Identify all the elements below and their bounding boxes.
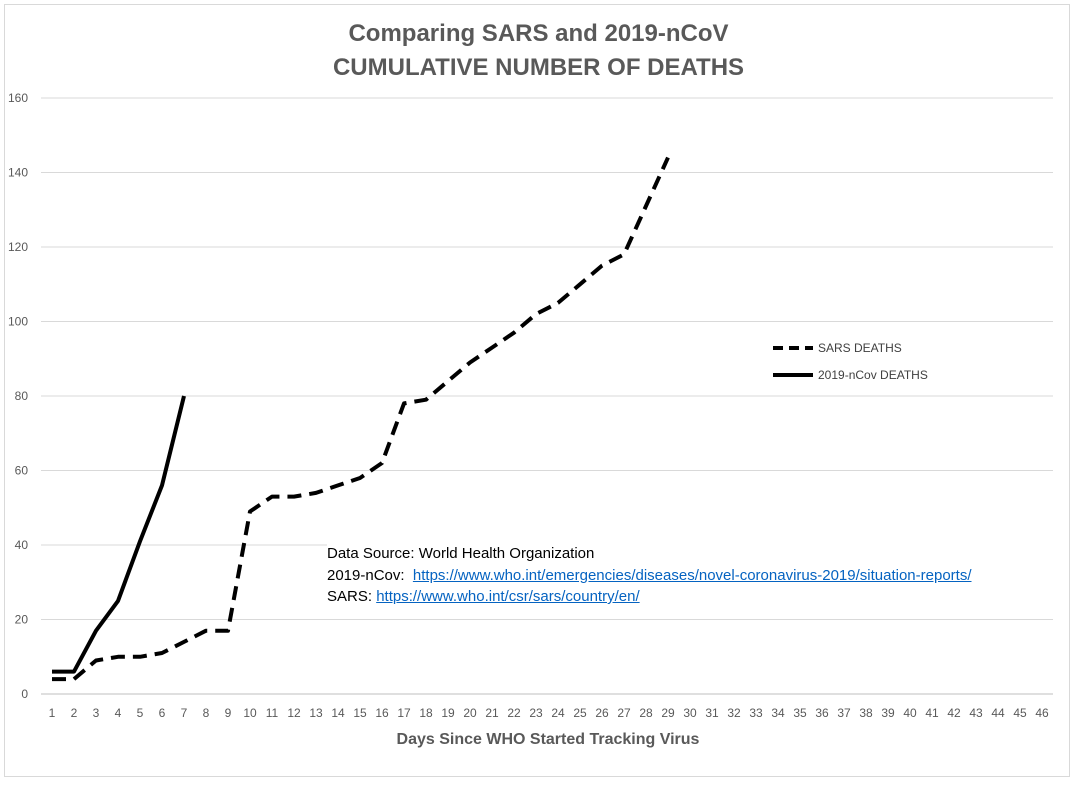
x-axis-ticks: 1 2 3 4 5 6 7 8 9 10 11 12 13 14 15 16 17 18 19 20 21 22 23 24 2… bbox=[49, 706, 1049, 720]
x-tick-label-35: 35 bbox=[793, 706, 807, 720]
series-line-ncov bbox=[52, 395, 186, 674]
x-tick-label-17: 17 bbox=[397, 706, 411, 720]
x-tick-label-46: 46 bbox=[1035, 706, 1049, 720]
x-tick-label-13: 13 bbox=[309, 706, 323, 720]
ncov-source-label: 2019-nCov: bbox=[327, 566, 413, 584]
y-tick-label-0: 0 bbox=[21, 687, 28, 701]
x-tick-label-25: 25 bbox=[573, 706, 587, 720]
sars-source-line: SARS: https://www.who.int/csr/sars/count… bbox=[327, 586, 1067, 608]
y-tick-label-140: 140 bbox=[8, 166, 28, 180]
x-tick-label-12: 12 bbox=[287, 706, 301, 720]
x-tick-label-9: 9 bbox=[225, 706, 232, 720]
x-tick-label-20: 20 bbox=[463, 706, 477, 720]
x-tick-label-2: 2 bbox=[71, 706, 78, 720]
x-tick-label-43: 43 bbox=[969, 706, 983, 720]
x-tick-label-18: 18 bbox=[419, 706, 433, 720]
x-tick-label-10: 10 bbox=[243, 706, 257, 720]
y-tick-label-120: 120 bbox=[8, 240, 28, 254]
x-tick-label-22: 22 bbox=[507, 706, 521, 720]
x-tick-label-38: 38 bbox=[859, 706, 873, 720]
x-tick-label-16: 16 bbox=[375, 706, 389, 720]
sars-source-link[interactable]: https://www.who.int/csr/sars/country/en/ bbox=[376, 588, 640, 605]
y-tick-label-40: 40 bbox=[15, 538, 29, 552]
x-axis-label: Days Since WHO Started Tracking Virus bbox=[397, 731, 700, 748]
x-tick-label-37: 37 bbox=[837, 706, 851, 720]
x-tick-label-7: 7 bbox=[181, 706, 188, 720]
x-tick-label-23: 23 bbox=[529, 706, 543, 720]
x-tick-label-33: 33 bbox=[749, 706, 763, 720]
x-tick-label-21: 21 bbox=[485, 706, 499, 720]
chart-frame bbox=[4, 4, 1070, 777]
x-tick-label-44: 44 bbox=[991, 706, 1005, 720]
x-tick-label-19: 19 bbox=[441, 706, 455, 720]
x-tick-label-4: 4 bbox=[115, 706, 122, 720]
x-tick-label-27: 27 bbox=[617, 706, 631, 720]
y-tick-label-160: 160 bbox=[8, 91, 28, 105]
x-tick-label-1: 1 bbox=[49, 706, 56, 720]
legend-label-sars: SARS DEATHS bbox=[818, 341, 902, 355]
chart-title: Comparing SARS and 2019-nCoV bbox=[348, 20, 729, 47]
x-tick-label-31: 31 bbox=[705, 706, 719, 720]
series-lines bbox=[51, 156, 670, 682]
x-tick-label-34: 34 bbox=[771, 706, 785, 720]
x-tick-label-5: 5 bbox=[137, 706, 144, 720]
x-tick-label-15: 15 bbox=[353, 706, 367, 720]
x-tick-label-42: 42 bbox=[947, 706, 961, 720]
ncov-source-line: 2019-nCov: https://www.who.int/emergenci… bbox=[327, 565, 1067, 587]
legend-label-ncov: 2019-nCov DEATHS bbox=[818, 368, 928, 382]
y-tick-label-20: 20 bbox=[15, 613, 29, 627]
x-tick-label-11: 11 bbox=[266, 706, 279, 720]
x-tick-label-32: 32 bbox=[727, 706, 741, 720]
x-tick-label-45: 45 bbox=[1013, 706, 1027, 720]
x-tick-label-41: 41 bbox=[925, 706, 939, 720]
x-tick-label-14: 14 bbox=[331, 706, 345, 720]
sars-source-label: SARS: bbox=[327, 588, 377, 605]
x-tick-label-3: 3 bbox=[93, 706, 100, 720]
x-tick-label-30: 30 bbox=[683, 706, 697, 720]
source-line: Data Source: World Health Organization bbox=[327, 545, 595, 562]
x-tick-label-39: 39 bbox=[881, 706, 895, 720]
x-tick-label-24: 24 bbox=[551, 706, 565, 720]
y-tick-label-60: 60 bbox=[15, 464, 29, 478]
x-tick-label-36: 36 bbox=[815, 706, 829, 720]
x-tick-label-26: 26 bbox=[595, 706, 609, 720]
x-tick-label-8: 8 bbox=[203, 706, 210, 720]
data-source-note: Data Source: World Health Organization 2… bbox=[327, 541, 1067, 612]
x-tick-label-40: 40 bbox=[903, 706, 917, 720]
y-tick-label-100: 100 bbox=[8, 315, 28, 329]
x-tick-label-6: 6 bbox=[159, 706, 166, 720]
x-tick-label-28: 28 bbox=[639, 706, 653, 720]
chart-subtitle: CUMULATIVE NUMBER OF DEATHS bbox=[332, 54, 745, 81]
y-axis-ticks: 0 20 40 60 80 100 120 140 160 bbox=[8, 91, 28, 701]
x-tick-label-29: 29 bbox=[661, 706, 675, 720]
ncov-source-link[interactable]: https://www.who.int/emergencies/diseases… bbox=[412, 566, 972, 584]
y-tick-label-80: 80 bbox=[15, 389, 29, 403]
legend: SARS DEATHS 2019-nCov DEATHS bbox=[773, 341, 928, 382]
